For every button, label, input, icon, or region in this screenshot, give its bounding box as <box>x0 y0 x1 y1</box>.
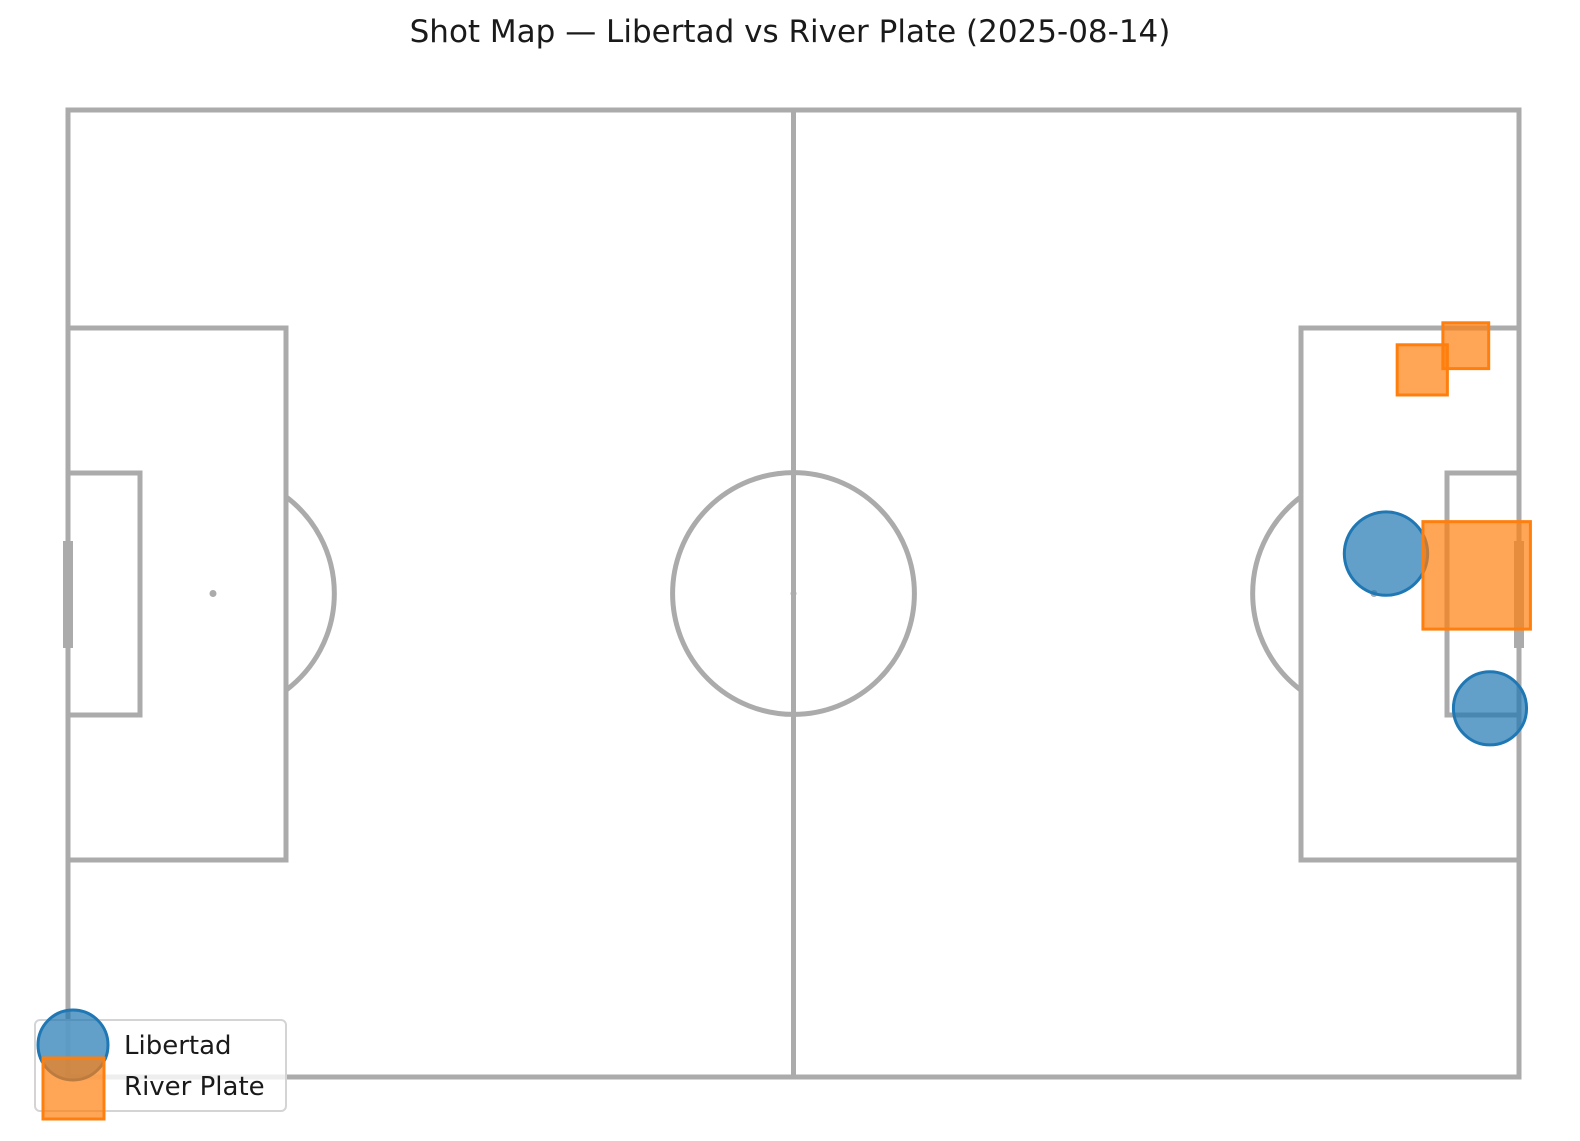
right-penalty-arc <box>1250 494 1303 693</box>
centre-circle <box>670 470 917 717</box>
left-penalty-spot <box>209 590 217 597</box>
left-penalty-area <box>65 325 289 863</box>
left-six-yard-box <box>65 470 143 718</box>
shots-layer <box>1342 321 1532 747</box>
shot-libertad-1 <box>1342 510 1430 597</box>
shot-river-plate-3 <box>1441 321 1491 371</box>
legend-marker-river-plate <box>41 1056 106 1121</box>
centre-spot <box>790 590 797 597</box>
chart-title: Shot Map — Libertad vs River Plate (2025… <box>409 14 1171 50</box>
shot-libertad-2 <box>1451 670 1529 747</box>
pitch <box>63 107 1524 1080</box>
left-penalty-arc <box>284 494 337 693</box>
legend: Libertad River Plate <box>34 1008 287 1121</box>
shot-river-plate-1 <box>1421 520 1532 631</box>
shot-river-plate-2 <box>1395 343 1449 397</box>
legend-label-river-plate: River Plate <box>124 1072 265 1102</box>
legend-label-libertad: Libertad <box>124 1031 232 1061</box>
